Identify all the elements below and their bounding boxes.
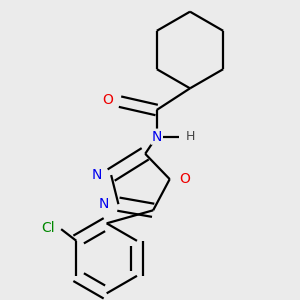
Text: H: H <box>186 130 195 143</box>
Text: O: O <box>102 93 113 107</box>
Text: Cl: Cl <box>41 221 55 236</box>
Text: N: N <box>152 130 162 144</box>
Text: N: N <box>99 197 109 211</box>
Text: N: N <box>92 168 102 182</box>
Text: O: O <box>179 172 190 186</box>
